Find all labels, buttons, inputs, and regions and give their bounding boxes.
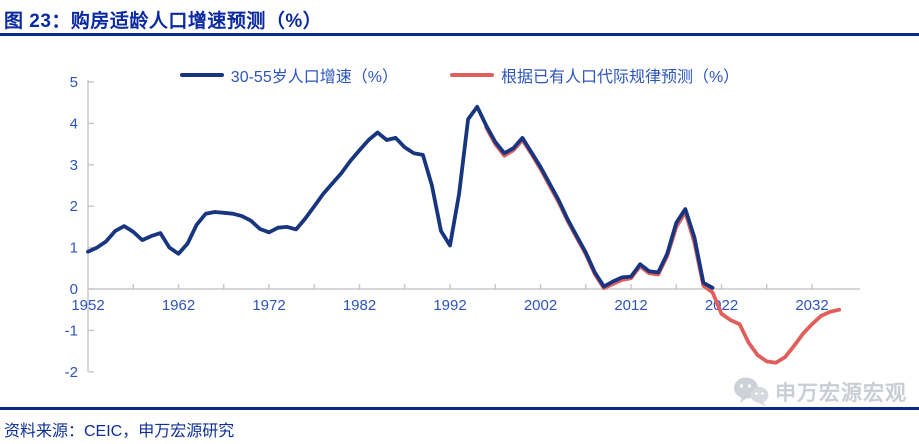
x-tick-label: 1972	[252, 297, 285, 314]
x-tick-label: 2022	[705, 297, 738, 314]
chart-legend: 30-55岁人口增速（%） 根据已有人口代际规律预测（%）	[0, 63, 919, 87]
legend-label-actual: 30-55岁人口增速（%）	[230, 69, 398, 86]
figure-title: 图 23：购房适龄人口增速预测（%）	[4, 11, 323, 32]
actual-series-line	[86, 104, 715, 290]
x-tick-label: 2032	[795, 297, 828, 314]
x-tick-label: 1962	[162, 297, 195, 314]
x-tick-label: 1982	[343, 297, 376, 314]
y-tick-label: 5	[70, 74, 78, 91]
x-tick-label: 2012	[614, 297, 647, 314]
x-tick-label: 1952	[71, 297, 104, 314]
legend-item-actual: 30-55岁人口增速（%）	[179, 63, 398, 87]
y-tick-label: 1	[70, 240, 78, 257]
legend-label-forecast: 根据已有人口代际规律预测（%）	[500, 69, 740, 86]
title-rule	[0, 33, 919, 36]
watermark: 申万宏源宏观	[732, 376, 907, 408]
y-tick-label: 2	[70, 198, 78, 215]
y-tick-label: 0	[70, 281, 78, 298]
source-line: 资料来源：CEIC，申万宏源研究	[4, 423, 235, 440]
legend-item-forecast: 根据已有人口代际规律预测（%）	[449, 63, 740, 87]
actual-series-swatch	[179, 73, 224, 77]
y-tick-label: 3	[70, 157, 78, 174]
forecast-series-swatch	[449, 73, 494, 77]
y-tick-label: -1	[65, 322, 78, 339]
x-tick-label: 2002	[524, 297, 557, 314]
x-tick-label: 1992	[433, 297, 466, 314]
y-tick-label: -2	[65, 364, 78, 381]
wechat-icon	[734, 377, 769, 407]
watermark-text: 申万宏源宏观	[775, 382, 907, 405]
y-tick-label: 4	[70, 115, 78, 132]
bottom-rule	[0, 407, 919, 410]
